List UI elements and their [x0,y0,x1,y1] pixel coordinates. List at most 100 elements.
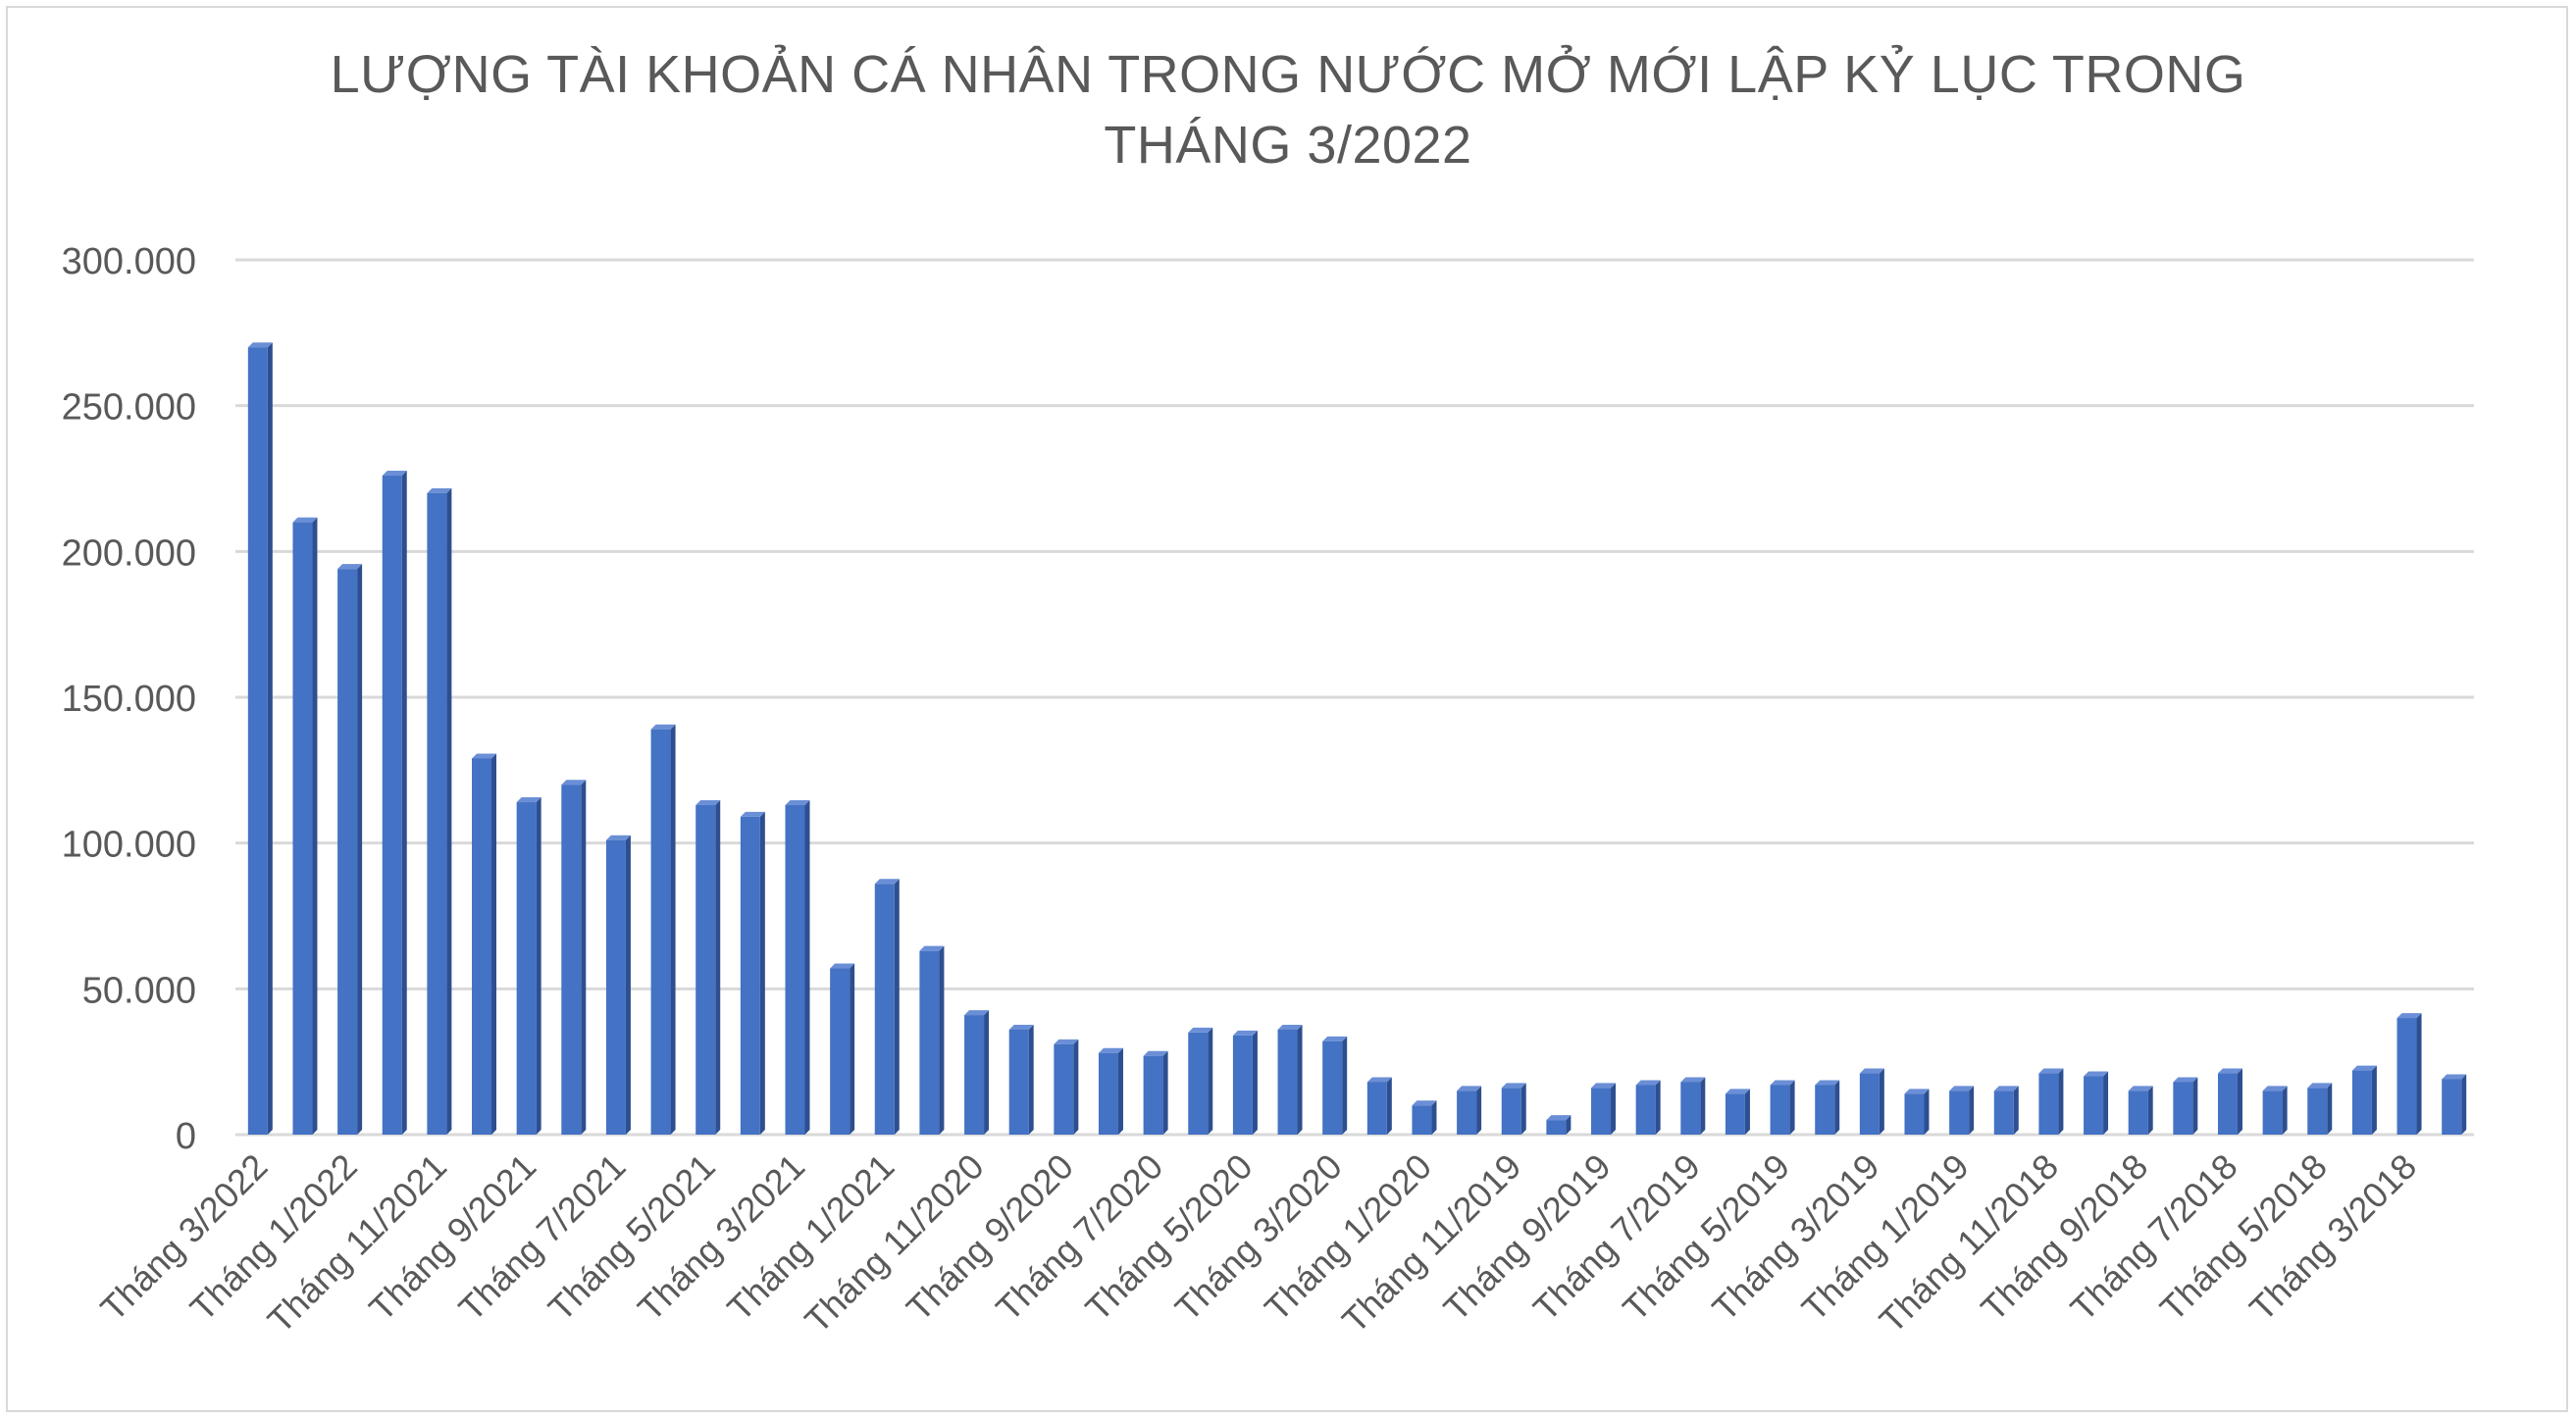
bar-side [312,517,318,1135]
chart-title-line-1: LƯỢNG TÀI KHOẢN CÁ NHÂN TRONG NƯỚC MỞ MỚ… [330,45,2246,104]
bar [2351,1065,2377,1135]
y-tick-label: 100.000 [62,825,196,866]
bar-front [605,839,626,1135]
bar-side [1117,1047,1123,1135]
y-tick-label: 50.000 [82,970,196,1011]
bar [1232,1030,1258,1135]
bars [247,342,2467,1135]
bar-side [1924,1089,1930,1135]
bar-front [2262,1090,2283,1135]
bar-top [561,780,587,786]
bar-front [561,785,582,1135]
bar-top [1859,1068,1884,1074]
bar-front [2038,1073,2059,1135]
bar-front [2307,1088,2328,1135]
bar-side [939,945,945,1135]
bar-top [472,753,497,759]
bar-front [2173,1082,2193,1135]
bar-side [984,1010,990,1135]
bar-front [964,1015,985,1135]
bar [2307,1083,2333,1135]
bar-front [1501,1088,1521,1135]
bar-top [740,811,765,817]
bar-front [1143,1055,1163,1135]
bar-top [1188,1027,1213,1033]
bar [2128,1086,2153,1135]
bar-top [337,564,363,570]
bar-side [1744,1089,1750,1135]
bar [605,835,631,1135]
bar-side [491,753,497,1135]
bar [1725,1089,1750,1135]
bar-front [1054,1043,1074,1135]
bar-top [1232,1030,1258,1036]
bar-side [267,342,273,1135]
bar-front [1591,1088,1612,1135]
bar [1635,1080,1661,1135]
bar-side [670,724,676,1135]
bar-side [1252,1030,1258,1135]
bar-front [2442,1079,2462,1135]
bar-top [1680,1077,1706,1083]
bar [1054,1039,1079,1135]
bar-front [650,729,671,1135]
bar-front [2128,1090,2148,1135]
bar-side [1611,1083,1617,1135]
bar [1322,1036,1348,1135]
bar-side [2103,1071,2109,1135]
bar-front [337,569,358,1135]
bar-side [357,564,363,1135]
bar-front [1277,1029,1298,1135]
chart-title-line-2: THÁNG 3/2022 [1104,116,1472,175]
bar-top [696,800,721,806]
bar-front [740,816,760,1135]
bar-side [2192,1077,2198,1135]
bar-side [1520,1083,1526,1135]
bar-side [2461,1074,2467,1135]
bar [964,1010,990,1135]
bar-top [964,1010,990,1016]
bar [2217,1068,2242,1135]
bar-front [516,802,537,1135]
bar-top [1815,1080,1840,1086]
bar-front [830,968,850,1135]
bar-front [1546,1120,1567,1135]
bar [382,471,407,1135]
bar-side [759,811,765,1135]
bar-top [1546,1115,1571,1121]
bar-top [1635,1080,1661,1086]
bar-side [2147,1086,2153,1135]
bar-top [2217,1068,2242,1074]
bar-top [1591,1083,1617,1089]
y-tick-label: 150.000 [62,679,196,720]
bar-side [1566,1115,1571,1135]
bar [2173,1077,2198,1135]
bar-top [874,879,900,885]
bar [1949,1086,1975,1135]
bar-front [1457,1090,1477,1135]
bar [516,797,541,1135]
bar [1815,1080,1840,1135]
bar-front [247,347,268,1135]
bar-side [850,963,855,1135]
bar [1993,1086,2019,1135]
bar [1770,1080,1795,1135]
bar-top [650,724,676,730]
bar-front [1366,1082,1387,1135]
bar-top [2396,1013,2422,1019]
bar [1188,1027,1213,1135]
bar [830,963,855,1135]
bar-top [1770,1080,1795,1086]
bar-side [2237,1068,2242,1135]
y-tick-label: 0 [176,1116,196,1157]
bar-front [874,884,895,1135]
bar [696,800,721,1135]
bar [2396,1013,2422,1135]
bar-front [1098,1052,1118,1135]
bar-top [1725,1089,1750,1094]
bar [1457,1086,1482,1135]
bar [740,811,765,1135]
y-tick-label: 250.000 [62,387,196,429]
